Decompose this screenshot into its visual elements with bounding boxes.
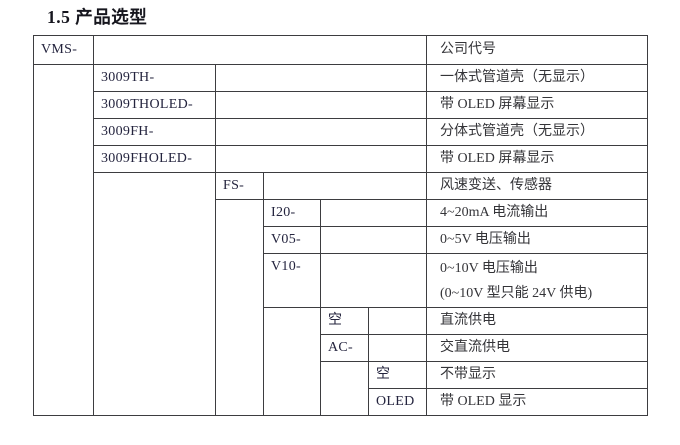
desc-cell-3009fholed: 带 OLED 屏幕显示 (426, 145, 648, 173)
spacer-cell (215, 64, 427, 92)
spacer-cell (215, 118, 427, 146)
spacer-cell-col2 (93, 172, 216, 416)
code-cell-i20: I20- (263, 199, 321, 227)
table-row-3009th: 3009TH- 一体式管道壳（无显示） (33, 64, 648, 416)
section-title: 1.5 产品选型 (47, 7, 148, 27)
table-row-3009fholed: 3009FHOLED- 带 OLED 屏幕显示 (34, 145, 648, 173)
desc-cell-ac: 交直流供电 (426, 334, 648, 362)
spacer-cell (263, 172, 427, 200)
table-row-3009tholed: 3009THOLED- 带 OLED 屏幕显示 (34, 91, 648, 119)
spacer-cell (368, 334, 427, 362)
code-cell-v05: V05- (263, 226, 321, 254)
spacer-cell (215, 91, 427, 119)
spacer-cell (320, 253, 427, 308)
table-row-fs: FS- 风速变送、传感器 (34, 172, 648, 416)
code-cell-fs: FS- (215, 172, 264, 200)
desc-cell-3009th: 一体式管道壳（无显示） (426, 64, 648, 92)
table-row-oled: OLED 带 OLED 显示 (34, 388, 648, 416)
code-cell-3009fholed: 3009FHOLED- (93, 145, 216, 173)
spacer-cell (320, 199, 427, 227)
table-row-3009fh: 3009FH- 分体式管道壳（无显示） (34, 118, 648, 146)
desc-cell-vms: 公司代号 (426, 35, 648, 65)
code-cell-vms: VMS- (33, 35, 94, 65)
desc-cell-i20: 4~20mA 电流输出 (426, 199, 648, 227)
spacer-cell (368, 307, 427, 335)
desc-cell-v05: 0~5V 电压输出 (426, 226, 648, 254)
spacer-cell-col5 (320, 361, 369, 416)
code-cell-3009tholed: 3009THOLED- (93, 91, 216, 119)
desc-cell-dc: 直流供电 (426, 307, 648, 335)
code-cell-ac: AC- (320, 334, 369, 362)
code-cell-oled: OLED (368, 388, 427, 416)
spacer-cell-col1 (33, 64, 94, 416)
table-row-vms: VMS- 公司代号 (33, 35, 648, 65)
code-cell-3009fh: 3009FH- (93, 118, 216, 146)
code-cell-3009th: 3009TH- (93, 64, 216, 92)
desc-cell-3009tholed: 带 OLED 屏幕显示 (426, 91, 648, 119)
spacer-cell (93, 35, 427, 65)
code-cell-nodisplay-blank: 空 (368, 361, 427, 389)
code-cell-v10: V10- (263, 253, 321, 308)
spacer-cell-col3 (215, 199, 264, 416)
table-row-ac: AC- 交直流供电 (34, 334, 648, 362)
spacer-cell-col4 (263, 307, 321, 416)
desc-cell-3009fh: 分体式管道壳（无显示） (426, 118, 648, 146)
table-row-v05: V05- 0~5V 电压输出 (34, 226, 648, 254)
desc-line-1: 0~10V 电压输出 (440, 260, 538, 276)
desc-line-2: (0~10V 型只能 24V 供电) (440, 285, 593, 301)
spacer-cell (320, 226, 427, 254)
desc-cell-v10: 0~10V 电压输出 (0~10V 型只能 24V 供电) (426, 253, 648, 308)
desc-cell-oled: 带 OLED 显示 (426, 388, 648, 416)
desc-cell-fs: 风速变送、传感器 (426, 172, 648, 200)
product-selection-table: VMS- 公司代号 3009TH- 一体式管道壳（无显示） 3009THOLED… (33, 35, 648, 416)
code-cell-dc-blank: 空 (320, 307, 369, 335)
desc-cell-nodisplay: 不带显示 (426, 361, 648, 389)
spacer-cell (215, 145, 427, 173)
